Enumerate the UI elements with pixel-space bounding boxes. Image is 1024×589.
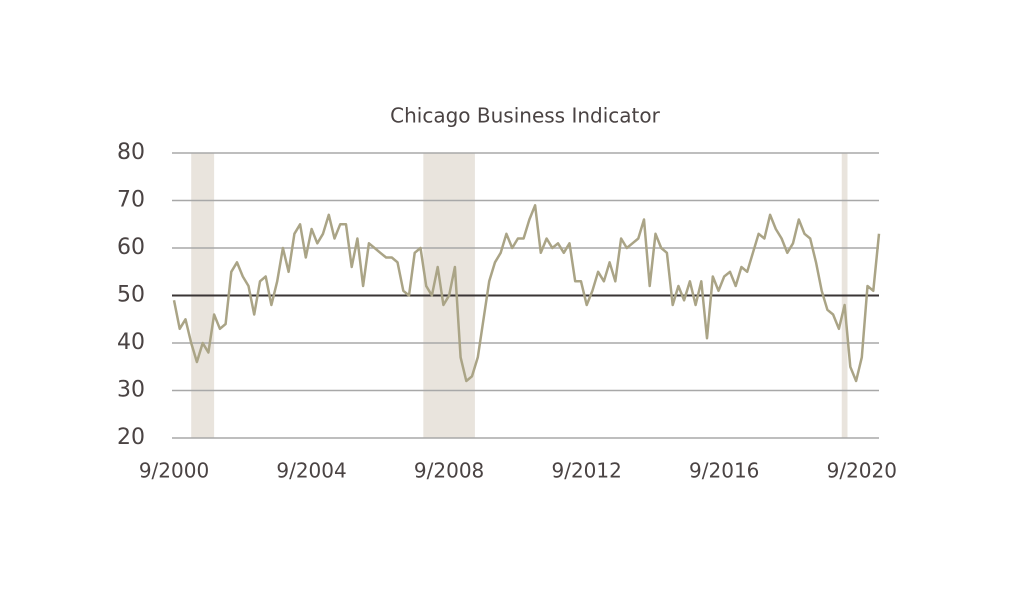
x-tick-label: 9/2012 xyxy=(551,459,621,483)
x-tick-label: 9/2000 xyxy=(139,459,209,483)
x-tick-label: 9/2004 xyxy=(276,459,346,483)
x-tick-label: 9/2020 xyxy=(827,459,897,483)
data-line xyxy=(172,204,881,383)
y-tick-label: 20 xyxy=(117,425,145,450)
y-tick-label: 50 xyxy=(117,283,145,308)
y-tick-label: 80 xyxy=(117,140,145,165)
x-tick-label: 9/2008 xyxy=(414,459,484,483)
y-tick-label: 60 xyxy=(117,235,145,260)
y-tick-label: 40 xyxy=(117,330,145,355)
y-tick-label: 70 xyxy=(117,188,145,213)
x-tick-label: 9/2016 xyxy=(689,459,759,483)
chart-title: Chicago Business Indicator xyxy=(390,104,660,128)
y-tick-label: 30 xyxy=(117,378,145,403)
